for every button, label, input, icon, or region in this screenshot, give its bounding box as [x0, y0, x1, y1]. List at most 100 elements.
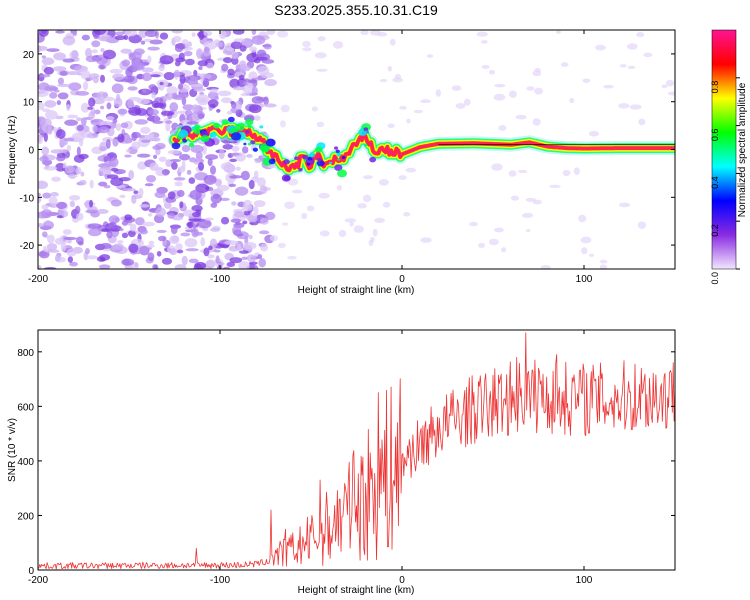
- spectrogram-noise-blob: [435, 89, 441, 97]
- spectrogram-noise-blob: [58, 149, 68, 153]
- spectrogram-signal-blob: [334, 164, 343, 172]
- spectrogram-noise-blob: [515, 114, 527, 120]
- spectrogram-noise-blob: [54, 89, 60, 93]
- spectrogram-noise-blob: [578, 214, 587, 223]
- spectrogram-noise-blob: [145, 244, 155, 248]
- spectrogram-noise-blob: [264, 211, 276, 221]
- spectrogram-noise-blob: [240, 170, 250, 181]
- spectrogram-noise-blob: [526, 228, 531, 233]
- spectrogram-noise-blob: [556, 30, 561, 34]
- spectrogram-noise-blob: [619, 64, 627, 68]
- spectrogram-noise-blob: [139, 229, 149, 235]
- spectrogram-noise-blob: [66, 248, 77, 257]
- snr-plot-area: [38, 332, 675, 570]
- spectrogram-noise-blob: [251, 96, 264, 104]
- spectrogram-noise-blob: [155, 148, 161, 156]
- spectrogram-noise-blob: [110, 177, 124, 187]
- spectrogram-noise-blob: [263, 103, 277, 108]
- spectrogram-noise-blob: [259, 230, 270, 235]
- spectrogram-noise-blob: [332, 40, 344, 49]
- snr-frame: [37, 329, 676, 571]
- snr-x-axis-label: Height of straight line (km): [298, 585, 415, 596]
- spectrogram-noise-blob: [140, 126, 151, 134]
- spectrogram-noise-blob: [53, 126, 58, 134]
- spectrogram-noise-blob: [38, 102, 45, 110]
- snr-y-tick-label: 600: [17, 402, 34, 413]
- spectrogram-noise-blob: [116, 93, 121, 103]
- spectrogram-noise-blob: [344, 218, 357, 223]
- spectrogram-noise-blob: [38, 30, 49, 37]
- spectrogram-y-tick-label: 20: [23, 50, 35, 61]
- spectrogram-noise-blob: [38, 196, 42, 203]
- spectrogram-noise-blob: [38, 89, 49, 98]
- spectrogram-noise-blob: [82, 81, 89, 91]
- spectrogram-noise-blob: [198, 30, 205, 41]
- spectrogram-noise-blob: [229, 257, 243, 264]
- spectrogram-noise-blob: [39, 74, 51, 78]
- spectrogram-noise-blob: [91, 49, 98, 54]
- spectrogram-noise-blob: [184, 109, 193, 118]
- spectrogram-noise-blob: [106, 174, 119, 179]
- spectrogram-noise-blob: [306, 205, 315, 212]
- spectrogram-noise-blob: [106, 230, 113, 239]
- spectrogram-noise-blob: [133, 190, 139, 195]
- spectrogram-noise-blob: [560, 62, 569, 67]
- spectrogram-noise-blob: [85, 47, 93, 58]
- spectrogram-noise-blob: [195, 94, 210, 104]
- spectrogram-noise-blob: [138, 30, 147, 39]
- spectrogram-noise-blob: [76, 146, 81, 156]
- spectrogram-noise-blob: [336, 184, 342, 191]
- snr-x-tick-label: -200: [28, 575, 48, 586]
- spectrogram-noise-blob: [177, 166, 186, 173]
- spectrogram-noise-blob: [208, 245, 213, 251]
- spectrogram-noise-blob: [190, 144, 204, 153]
- spectrogram-noise-blob: [112, 118, 118, 124]
- spectrogram-noise-blob: [248, 179, 255, 190]
- spectrogram-noise-blob: [188, 177, 196, 184]
- spectrogram-noise-blob: [232, 30, 245, 35]
- spectrogram-noise-blob: [534, 68, 541, 73]
- spectrogram-noise-blob: [105, 116, 115, 121]
- spectrogram-noise-blob: [259, 185, 268, 194]
- spectrogram-noise-blob: [203, 30, 213, 36]
- spectrogram-noise-blob: [451, 85, 462, 91]
- spectrogram-noise-blob: [61, 210, 69, 218]
- spectrogram-noise-blob: [228, 183, 237, 187]
- spectrogram-noise-blob: [105, 138, 111, 149]
- spectrogram-noise-blob: [87, 106, 93, 110]
- spectrogram-noise-blob: [198, 162, 205, 171]
- spectrogram-signal-blob: [335, 149, 340, 153]
- spectrogram-noise-blob: [185, 58, 195, 66]
- snr-x-axis: -200 -100 0 100: [28, 330, 593, 586]
- spectrogram-noise-blob: [203, 174, 217, 185]
- spectrogram-noise-blob: [170, 158, 181, 163]
- spectrogram-signal-blob: [336, 152, 342, 157]
- spectrogram-noise-blob: [191, 205, 203, 212]
- spectrogram-noise-blob: [207, 158, 213, 166]
- spectrogram-noise-blob: [134, 119, 149, 125]
- spectrogram-noise-blob: [153, 114, 160, 124]
- spectrogram-noise-blob: [41, 204, 49, 210]
- spectrogram-noise-blob: [106, 102, 112, 110]
- spectrogram-y-axis-label: Frequency (Hz): [7, 116, 18, 185]
- spectrogram-noise-blob: [117, 240, 124, 244]
- spectrogram-signal-blob: [306, 162, 311, 166]
- spectrogram-noise-blob: [280, 104, 290, 113]
- spectrogram-noise-blob: [100, 105, 105, 110]
- spectrogram-noise-blob: [205, 154, 219, 160]
- spectrogram-noise-blob: [178, 83, 184, 90]
- spectrogram-noise-blob: [128, 169, 135, 180]
- spectrogram-noise-blob: [159, 55, 174, 65]
- spectrogram-noise-blob: [87, 223, 102, 229]
- spectrogram-noise-blob: [71, 132, 85, 143]
- spectrogram-noise-blob: [173, 177, 186, 181]
- spectrogram-noise-blob: [357, 203, 367, 209]
- spectrogram-noise-blob: [214, 178, 222, 187]
- chart-title: S233.2025.355.10.31.C19: [274, 2, 438, 18]
- spectrogram-noise-blob: [243, 210, 251, 216]
- spectrogram-signal-blob: [194, 124, 200, 129]
- spectrogram-noise-blob: [66, 144, 72, 152]
- spectrogram-noise-blob: [98, 36, 112, 42]
- spectrogram-noise-blob: [223, 56, 233, 64]
